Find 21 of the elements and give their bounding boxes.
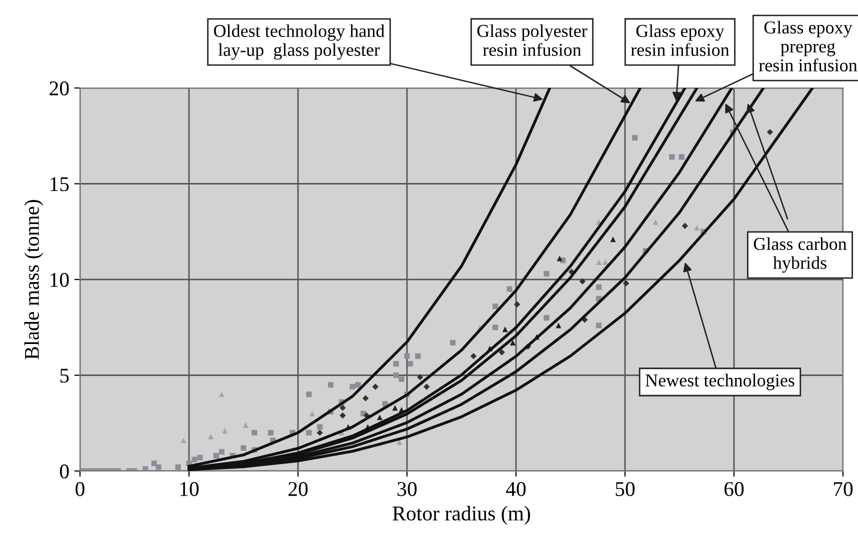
y-tick-label: 10	[50, 272, 69, 287]
annotation: Glass carbon hybrids	[754, 237, 847, 273]
y-tick-label: 20	[50, 81, 69, 96]
annotation: Oldest technology hand lay-up glass polyester	[214, 24, 385, 60]
x-tick-label: 50	[616, 482, 635, 496]
x-tick-label: 0	[76, 482, 84, 496]
annotation: Newest technologies	[646, 374, 794, 390]
x-axis-title: Rotor radius (m)	[392, 506, 530, 525]
y-tick-label: 0	[60, 464, 69, 478]
annotation: Glass polyester resin infusion	[477, 24, 588, 56]
x-tick-label: 40	[506, 482, 526, 496]
x-tick-label: 20	[288, 482, 308, 496]
y-tick-label: 5	[60, 368, 69, 383]
x-tick-label: 70	[834, 482, 853, 496]
y-tick-label: 15	[50, 177, 69, 192]
x-tick-label: 30	[398, 482, 417, 496]
annotation: Glass epoxy prepreg resin infusion	[758, 20, 858, 72]
x-tick-label: 10	[180, 482, 199, 496]
x-tick-label: 60	[724, 482, 744, 496]
y-axis-title: Blade mass (tonne)	[24, 200, 44, 360]
annotation: Glass epoxy resin infusion	[630, 24, 730, 56]
